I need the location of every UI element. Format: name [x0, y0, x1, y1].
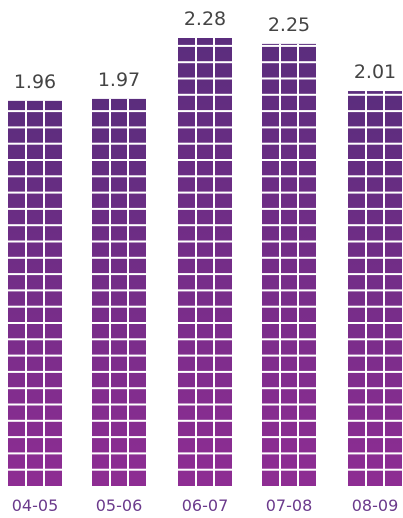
x-tick-label-06-07: 06-07 [182, 496, 229, 515]
bar-06-07 [178, 38, 232, 486]
value-label-07-08: 2.25 [268, 14, 310, 36]
value-label-08-09: 2.01 [354, 61, 396, 83]
value-label-06-07: 2.28 [184, 8, 226, 30]
value-labels-group: 1.96 1.97 2.28 2.25 2.01 [14, 8, 396, 93]
value-label-04-05: 1.96 [14, 71, 56, 93]
x-tick-label-08-09: 08-09 [352, 496, 399, 515]
bar-04-05 [8, 100, 62, 486]
x-tick-label-04-05: 04-05 [12, 496, 59, 515]
value-label-05-06: 1.97 [98, 69, 140, 91]
bar-07-08 [262, 43, 316, 486]
x-tick-label-05-06: 05-06 [96, 496, 143, 515]
bars-group [8, 38, 402, 486]
x-tick-label-07-08: 07-08 [266, 496, 313, 515]
bar-08-09 [348, 91, 402, 486]
bar-05-06 [92, 98, 146, 486]
x-tick-labels-group: 04-05 05-06 06-07 07-08 08-09 [12, 496, 399, 515]
